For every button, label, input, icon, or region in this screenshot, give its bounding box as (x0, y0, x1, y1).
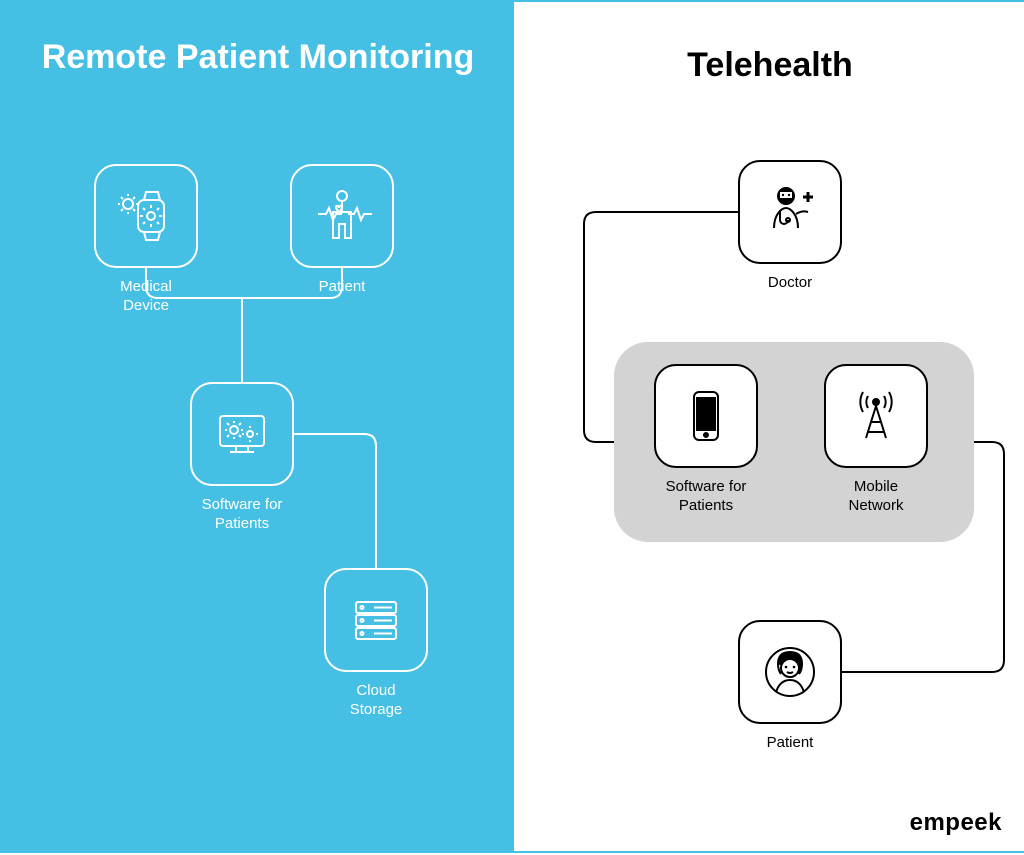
node-label: Patient (767, 734, 814, 753)
panel-remote-patient-monitoring: Remote Patient Monitoring MedicalDevice (2, 2, 514, 851)
left-title: Remote Patient Monitoring (2, 38, 514, 77)
panel-telehealth: Telehealth (514, 2, 1024, 851)
node-label: Doctor (768, 274, 812, 293)
smartwatch-gear-icon (114, 184, 178, 248)
node-label: Patient (319, 278, 366, 297)
node-box (94, 164, 198, 268)
right-title: Telehealth (514, 46, 1024, 85)
node-cloud-storage: CloudStorage (324, 568, 428, 720)
node-label: MedicalDevice (120, 278, 172, 316)
brand-logo: empeek (910, 809, 1002, 837)
node-label: MobileNetwork (848, 478, 903, 516)
node-box (324, 568, 428, 672)
node-label: Software forPatients (666, 478, 747, 516)
node-box (738, 160, 842, 264)
infographic-canvas: Remote Patient Monitoring MedicalDevice (0, 0, 1024, 853)
node-doctor: Doctor (738, 160, 842, 293)
node-box (654, 364, 758, 468)
monitor-gears-icon (210, 402, 274, 466)
doctor-icon (758, 180, 822, 244)
node-patient-right: Patient (738, 620, 842, 753)
node-box (190, 382, 294, 486)
node-box (824, 364, 928, 468)
node-medical-device: MedicalDevice (94, 164, 198, 316)
smartphone-icon (674, 384, 738, 448)
node-label: Software forPatients (202, 496, 283, 534)
node-box (738, 620, 842, 724)
node-software-left: Software forPatients (190, 382, 294, 534)
node-box (290, 164, 394, 268)
patient-heartbeat-icon (310, 184, 374, 248)
node-mobile-network: MobileNetwork (824, 364, 928, 516)
patient-avatar-icon (758, 640, 822, 704)
node-software-right: Software forPatients (654, 364, 758, 516)
server-stack-icon (344, 588, 408, 652)
antenna-signal-icon (844, 384, 908, 448)
node-patient-left: Patient (290, 164, 394, 297)
node-label: CloudStorage (350, 682, 403, 720)
